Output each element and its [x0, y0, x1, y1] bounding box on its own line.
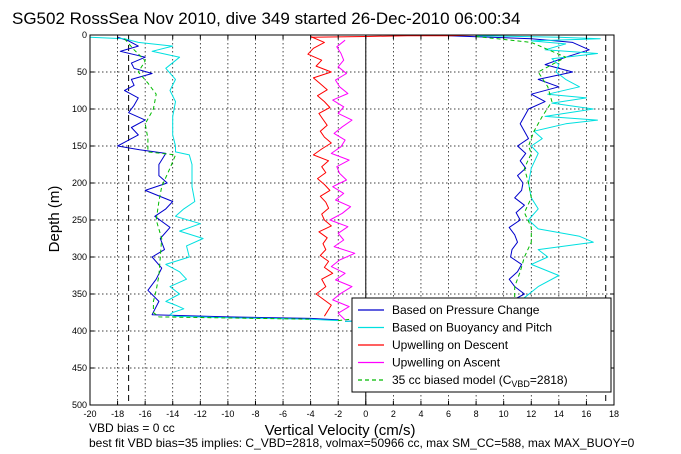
y-tick-label: 50 — [77, 67, 87, 77]
legend-items: Based on Pressure Change Based on Buoyanc… — [358, 303, 568, 389]
x-axis-ticks: -20 -18 -16 -14 -12 -10 -8 -6 -4 -2 0 2 4 6 8 10 12 14 16 1… — [83, 35, 619, 419]
y-tick-label: 450 — [72, 363, 87, 373]
y-tick-label: 150 — [72, 141, 87, 151]
y-axis-ticks: 0 50 100 150 200 250 300 350 400 450 500 — [72, 30, 614, 410]
x-tick-label: -4 — [307, 409, 315, 419]
x-tick-label: 8 — [474, 409, 479, 419]
x-tick-label: 12 — [526, 409, 536, 419]
x-tick-label: 4 — [418, 409, 423, 419]
series-line-3 — [329, 39, 356, 321]
series-lines — [89, 34, 601, 322]
x-tick-label: -2 — [334, 409, 342, 419]
y-tick-label: 200 — [72, 178, 87, 188]
x-tick-label: 10 — [499, 409, 509, 419]
chart-title: SG502 RossSea Nov 2010, dive 349 started… — [12, 9, 520, 28]
x-tick-label: -8 — [251, 409, 259, 419]
legend-label: Upwelling on Ascent — [392, 356, 501, 370]
x-tick-label: -12 — [194, 409, 207, 419]
y-tick-label: 300 — [72, 252, 87, 262]
x-axis-label: Vertical Velocity (cm/s) — [265, 422, 416, 439]
x-tick-label: 14 — [554, 409, 564, 419]
x-tick-label: 16 — [581, 409, 591, 419]
x-tick-label: -6 — [279, 409, 287, 419]
series-line-2 — [307, 36, 334, 317]
x-tick-label: 6 — [446, 409, 451, 419]
vbd-bias-annotation: VBD bias = 0 cc — [89, 421, 175, 435]
y-tick-label: 250 — [72, 215, 87, 225]
y-tick-label: 100 — [72, 104, 87, 114]
y-axis-label: Depth (m) — [46, 186, 63, 253]
y-tick-label: 0 — [82, 30, 87, 40]
legend-label: 35 cc biased model (CVBD=2818) — [392, 373, 568, 389]
x-tick-label: 2 — [391, 409, 396, 419]
legend-label: Based on Pressure Change — [392, 303, 540, 317]
y-tick-label: 500 — [72, 400, 87, 410]
x-tick-label: -16 — [139, 409, 152, 419]
x-tick-label: -10 — [221, 409, 234, 419]
x-tick-label: -20 — [83, 409, 96, 419]
legend-box — [351, 297, 612, 393]
series-line-1 — [89, 36, 339, 322]
series-line-4 — [338, 36, 567, 322]
series-line-4 — [124, 38, 311, 320]
x-tick-label: -18 — [111, 409, 124, 419]
y-tick-label: 400 — [72, 326, 87, 336]
x-tick-label: 18 — [609, 409, 619, 419]
legend-label: Based on Buoyancy and Pitch — [392, 321, 552, 335]
x-tick-label: -14 — [166, 409, 179, 419]
legend-label: Upwelling on Descent — [392, 338, 509, 352]
series-line-1 — [345, 35, 601, 322]
series-line-0 — [345, 35, 590, 322]
x-tick-label: 0 — [363, 409, 368, 419]
best-fit-annotation: best fit VBD bias=35 implies: C_VBD=2818… — [89, 436, 635, 450]
y-tick-label: 350 — [72, 289, 87, 299]
legend: Based on Pressure Change Based on Buoyanc… — [351, 297, 612, 393]
